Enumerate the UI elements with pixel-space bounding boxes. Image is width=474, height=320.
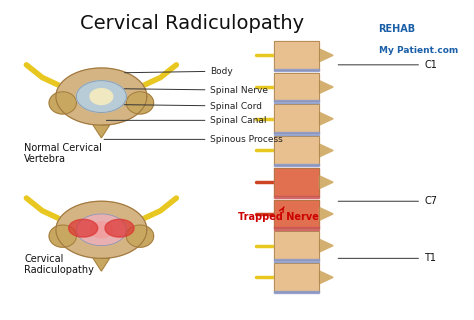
Polygon shape (319, 239, 333, 252)
Text: Cervical
Radiculopathy: Cervical Radiculopathy (24, 254, 94, 276)
Text: Body: Body (125, 67, 233, 76)
Polygon shape (319, 271, 333, 284)
Polygon shape (56, 68, 147, 125)
Polygon shape (319, 81, 333, 93)
Polygon shape (274, 132, 319, 135)
Polygon shape (105, 219, 134, 237)
Polygon shape (319, 49, 333, 62)
Polygon shape (274, 263, 319, 292)
Polygon shape (274, 227, 319, 230)
Polygon shape (56, 201, 147, 258)
Polygon shape (93, 258, 109, 271)
Polygon shape (274, 259, 319, 261)
Polygon shape (274, 69, 319, 71)
Polygon shape (274, 164, 319, 166)
Polygon shape (274, 73, 319, 101)
Polygon shape (49, 225, 76, 247)
Polygon shape (274, 41, 319, 69)
Polygon shape (274, 136, 319, 165)
Polygon shape (93, 125, 109, 138)
Text: C7: C7 (338, 196, 437, 206)
Polygon shape (274, 105, 319, 133)
Polygon shape (274, 291, 319, 293)
Text: Spinal Nerve: Spinal Nerve (116, 86, 268, 95)
Text: Trapped Nerve: Trapped Nerve (237, 207, 319, 222)
Polygon shape (274, 231, 319, 260)
Text: Spinal Canal: Spinal Canal (106, 116, 267, 125)
Polygon shape (274, 196, 319, 198)
Polygon shape (127, 225, 154, 247)
Polygon shape (274, 200, 319, 228)
Polygon shape (319, 112, 333, 125)
Polygon shape (274, 168, 319, 196)
Text: Spinal Cord: Spinal Cord (111, 101, 263, 111)
Text: C1: C1 (338, 60, 437, 70)
Polygon shape (90, 222, 113, 238)
Text: REHAB: REHAB (379, 24, 416, 34)
Polygon shape (76, 81, 127, 112)
Polygon shape (69, 219, 98, 237)
Text: T1: T1 (338, 253, 436, 263)
Text: Spinous Process: Spinous Process (104, 135, 283, 144)
Polygon shape (127, 92, 154, 114)
Text: My Patient.com: My Patient.com (379, 46, 458, 55)
Text: Cervical Radiculopathy: Cervical Radiculopathy (80, 14, 304, 33)
Polygon shape (319, 208, 333, 220)
Polygon shape (76, 214, 127, 246)
Polygon shape (90, 89, 113, 105)
Polygon shape (49, 92, 76, 114)
Text: Normal Cervical
Vertebra: Normal Cervical Vertebra (24, 143, 102, 164)
Polygon shape (319, 176, 333, 188)
Polygon shape (274, 100, 319, 103)
Polygon shape (319, 144, 333, 157)
